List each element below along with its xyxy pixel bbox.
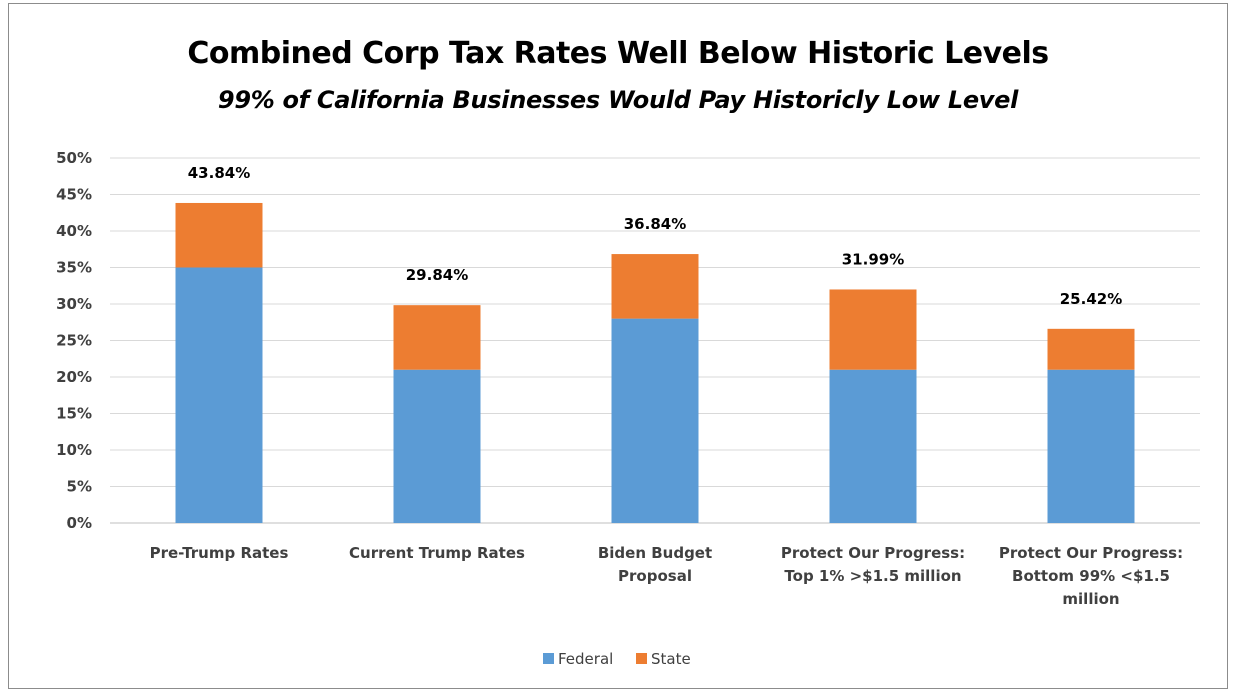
total-data-label: 25.42%: [1060, 290, 1122, 308]
y-tick-label: 25%: [56, 332, 92, 350]
chart-title: Combined Corp Tax Rates Well Below Histo…: [187, 36, 1049, 71]
total-data-label: 36.84%: [624, 215, 686, 233]
y-tick-label: 20%: [56, 368, 92, 386]
bars: [175, 202, 1135, 523]
legend-swatch-state: [636, 653, 647, 664]
total-data-label: 31.99%: [842, 250, 904, 268]
total-data-label: 43.84%: [188, 164, 250, 182]
x-axis: Pre-Trump Rates Current Trump Rates Biden …: [150, 544, 1184, 608]
bar-federal: [1047, 369, 1135, 523]
y-tick-label: 0%: [67, 514, 92, 532]
y-tick-label: 40%: [56, 222, 92, 240]
legend: Federal State: [543, 650, 691, 668]
category-label: million: [1062, 590, 1119, 608]
legend-label-state: State: [651, 650, 691, 668]
bar-federal: [829, 369, 917, 523]
y-tick-label: 50%: [56, 149, 92, 167]
bar-federal: [611, 318, 699, 523]
bar-federal: [175, 267, 263, 523]
category-label: Proposal: [618, 567, 692, 585]
category-label: Protect Our Progress:: [999, 544, 1183, 562]
y-tick-label: 30%: [56, 295, 92, 313]
category-label: Pre-Trump Rates: [150, 544, 289, 562]
total-labels: 43.84% 29.84% 36.84% 31.99% 25.42%: [188, 164, 1122, 308]
total-data-label: 29.84%: [406, 266, 468, 284]
bar-state: [611, 254, 699, 319]
bar-state: [175, 202, 263, 268]
y-tick-label: 15%: [56, 405, 92, 423]
category-label: Bottom 99% <$1.5: [1012, 567, 1170, 585]
chart-subtitle: 99% of California Businesses Would Pay H…: [217, 86, 1019, 114]
y-tick-label: 45%: [56, 186, 92, 204]
y-tick-label: 5%: [67, 478, 92, 496]
y-axis: 0% 5% 10% 15% 20% 25% 30% 35% 40% 45% 50%: [56, 149, 92, 532]
y-tick-label: 10%: [56, 441, 92, 459]
legend-label-federal: Federal: [558, 650, 613, 668]
y-tick-label: 35%: [56, 259, 92, 277]
bar-federal: [393, 369, 481, 523]
bar-state: [393, 305, 481, 370]
bar-state: [1047, 328, 1135, 370]
category-label: Protect Our Progress:: [781, 544, 965, 562]
legend-swatch-federal: [543, 653, 554, 664]
bar-state: [829, 289, 917, 370]
category-label: Biden Budget: [598, 544, 712, 562]
category-label: Current Trump Rates: [349, 544, 525, 562]
category-label: Top 1% >$1.5 million: [784, 567, 961, 585]
